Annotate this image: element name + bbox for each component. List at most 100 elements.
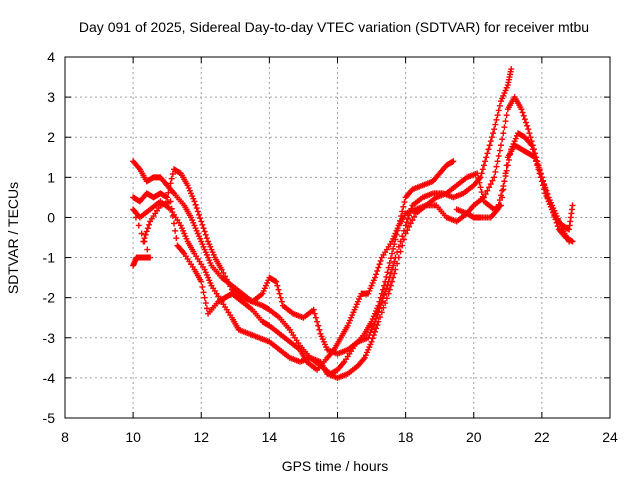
data-point <box>486 184 493 191</box>
data-point <box>141 235 148 242</box>
x-axis-label: GPS time / hours <box>282 458 389 474</box>
data-point <box>507 151 514 158</box>
data-point <box>385 264 392 271</box>
data-point <box>377 314 384 321</box>
data-point <box>569 202 576 209</box>
data-point <box>474 170 481 177</box>
data-point <box>502 118 509 125</box>
series-track-5 <box>453 130 576 245</box>
data-point <box>491 126 498 133</box>
data-point <box>147 254 154 261</box>
data-point <box>522 119 529 126</box>
data-point <box>193 205 200 212</box>
data-point <box>168 205 175 212</box>
data-point <box>477 184 484 191</box>
data-point <box>496 197 503 204</box>
data-point <box>400 203 407 210</box>
data-point <box>382 288 389 295</box>
y-tick-label: -1 <box>43 250 56 266</box>
data-point <box>494 158 501 165</box>
data-point <box>168 175 175 182</box>
data-point <box>278 298 285 305</box>
data-point <box>273 278 280 285</box>
data-point <box>386 259 393 266</box>
data-point <box>200 289 207 296</box>
data-point <box>400 236 407 243</box>
data-point <box>550 209 557 216</box>
data-point <box>554 223 561 230</box>
y-tick-label: 3 <box>47 89 55 105</box>
data-point <box>492 168 499 175</box>
data-point <box>194 208 201 215</box>
data-point <box>551 213 558 220</box>
data-point <box>519 109 526 116</box>
data-point <box>524 122 531 129</box>
data-point <box>169 213 176 220</box>
data-point <box>493 116 500 123</box>
data-point <box>503 112 510 119</box>
data-point <box>569 238 576 245</box>
data-point <box>480 162 487 169</box>
data-point <box>499 187 506 194</box>
data-point <box>537 174 544 181</box>
data-point <box>552 216 559 223</box>
data-point <box>503 167 510 174</box>
data-point <box>502 172 509 179</box>
data-point <box>142 231 149 238</box>
data-point <box>504 162 511 169</box>
data-point <box>492 121 499 128</box>
data-point <box>225 279 232 286</box>
data-point <box>496 147 503 154</box>
data-point <box>487 181 494 188</box>
data-point <box>483 154 490 161</box>
data-point <box>370 332 377 339</box>
data-point <box>485 146 492 153</box>
data-point <box>402 222 409 229</box>
data-point <box>140 238 147 245</box>
data-point <box>384 269 391 276</box>
data-point <box>202 231 209 238</box>
data-point <box>478 189 485 196</box>
data-point <box>167 198 174 205</box>
data-point <box>494 206 501 213</box>
x-tick-label: 12 <box>193 429 209 445</box>
data-point <box>494 112 501 119</box>
data-point <box>385 290 392 297</box>
x-tick-label: 22 <box>534 429 550 445</box>
data-point <box>541 186 548 193</box>
data-point <box>314 318 321 325</box>
y-tick-label: 4 <box>47 49 55 65</box>
y-tick-label: -5 <box>43 410 56 426</box>
data-point <box>389 250 395 257</box>
y-tick-label: 0 <box>47 209 55 225</box>
data-point <box>144 246 151 253</box>
data-point <box>277 294 284 301</box>
data-point <box>172 227 179 234</box>
data-point <box>399 208 406 215</box>
data-point <box>391 270 398 277</box>
data-point <box>373 271 380 278</box>
data-point <box>376 261 383 268</box>
data-point <box>501 124 508 131</box>
data-point <box>498 142 504 149</box>
data-point <box>220 269 227 276</box>
data-point <box>199 221 206 228</box>
data-point <box>386 286 393 293</box>
data-point <box>505 156 512 163</box>
data-point <box>198 218 205 225</box>
data-point <box>218 266 225 273</box>
data-point <box>486 142 493 149</box>
data-point <box>399 242 406 249</box>
data-point <box>195 211 202 218</box>
data-point <box>203 235 210 242</box>
data-point <box>395 254 402 261</box>
data-point <box>508 66 515 73</box>
data-point <box>390 245 397 252</box>
data-point <box>199 283 206 290</box>
data-point <box>530 150 537 157</box>
data-point <box>197 215 204 222</box>
data-point <box>369 335 376 342</box>
data-point <box>390 262 397 269</box>
data-point <box>167 180 174 187</box>
data-point <box>387 282 394 289</box>
